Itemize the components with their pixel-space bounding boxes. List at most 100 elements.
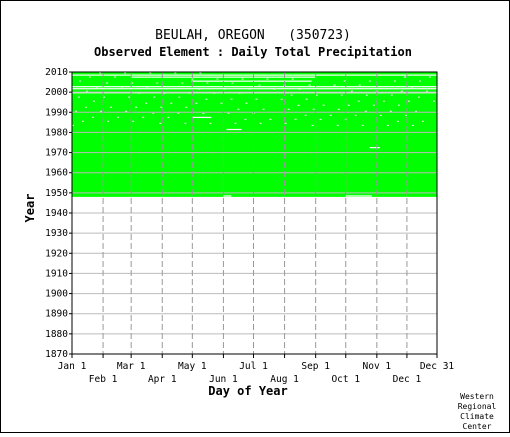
x-axis-ticks: Jan 1 Mar 1 May 1 Jul 1 Sep 1 Nov 1 Dec 31 Feb …	[58, 354, 454, 385]
missing-day	[93, 100, 96, 102]
missing-day	[390, 94, 393, 96]
missing-day	[350, 90, 353, 92]
missing-day	[184, 122, 187, 124]
missing-data-gap	[226, 128, 242, 131]
missing-day	[305, 98, 308, 100]
missing-day	[354, 114, 357, 116]
missing-day	[72, 124, 74, 126]
x-tick-label-upper: Mar 1	[117, 361, 146, 372]
missing-day	[231, 82, 234, 84]
missing-day	[414, 110, 417, 112]
chart-title: BEULAH, OREGON (350723)	[155, 28, 351, 43]
missing-day	[106, 82, 109, 84]
x-tick-label-upper: Jul 1	[239, 361, 268, 372]
missing-day	[411, 124, 414, 126]
missing-day	[82, 120, 85, 122]
observed-data-region	[72, 72, 437, 197]
missing-day	[315, 94, 318, 96]
missing-day	[241, 78, 244, 80]
missing-day	[181, 82, 184, 84]
missing-day	[421, 120, 424, 122]
y-tick-label: 1890	[45, 309, 68, 320]
missing-day	[287, 108, 290, 110]
missing-day	[294, 118, 297, 120]
missing-day	[244, 118, 247, 120]
credit-line-4: Center	[463, 422, 492, 431]
missing-day	[142, 116, 145, 118]
missing-day	[125, 110, 128, 112]
missing-day	[343, 80, 346, 82]
missing-day	[389, 110, 392, 112]
x-tick-label-lower: Dec 1	[393, 374, 422, 385]
y-tick-label: 1940	[45, 208, 68, 219]
missing-day	[308, 84, 311, 86]
missing-day	[404, 114, 407, 116]
y-tick-label: 1910	[45, 268, 68, 279]
credit-block: Western Regional Climate Center	[458, 392, 497, 431]
missing-year-band	[72, 92, 437, 94]
x-tick-label-lower: Apr 1	[148, 374, 177, 385]
missing-day	[237, 108, 240, 110]
missing-day	[386, 124, 389, 126]
missing-day	[357, 100, 360, 102]
missing-day	[146, 86, 149, 88]
missing-day	[432, 100, 435, 102]
missing-day	[276, 74, 279, 76]
missing-day	[206, 82, 209, 84]
missing-day	[329, 114, 332, 116]
missing-day	[128, 96, 131, 98]
missing-day	[167, 116, 170, 118]
missing-day	[382, 100, 385, 102]
x-tick-label-upper: May 1	[178, 361, 207, 372]
missing-day	[358, 84, 361, 86]
missing-day	[139, 76, 142, 78]
x-tick-label-lower: Oct 1	[331, 374, 360, 385]
data-layer	[72, 72, 438, 197]
missing-day	[92, 116, 95, 118]
missing-day	[135, 106, 138, 108]
y-tick-label: 1870	[45, 349, 68, 360]
missing-day	[185, 106, 188, 108]
missing-day	[85, 106, 88, 108]
y-tick-label: 1900	[45, 289, 68, 300]
x-tick-label-lower: Aug 1	[270, 374, 299, 385]
missing-day	[114, 76, 117, 78]
missing-day	[361, 124, 364, 126]
missing-day	[202, 112, 205, 114]
missing-day	[319, 118, 322, 120]
missing-day	[78, 96, 81, 98]
missing-day	[337, 108, 340, 110]
missing-day	[230, 98, 233, 100]
missing-day	[351, 74, 354, 76]
missing-day	[100, 110, 103, 112]
y-tick-label: 1950	[45, 188, 68, 199]
y-axis-label: Year	[23, 194, 37, 223]
missing-day	[304, 114, 307, 116]
missing-day	[336, 124, 339, 126]
missing-day	[178, 96, 181, 98]
missing-day	[393, 80, 396, 82]
missing-year-band	[72, 86, 437, 88]
missing-day	[117, 116, 120, 118]
missing-data-gap	[223, 195, 232, 197]
missing-day	[86, 90, 89, 92]
x-tick-label-lower: Feb 1	[89, 374, 118, 385]
missing-day	[258, 84, 261, 86]
missing-day	[209, 122, 212, 124]
x-axis-label: Day of Year	[208, 384, 287, 398]
missing-day	[301, 74, 304, 76]
missing-day	[425, 90, 428, 92]
missing-day	[297, 104, 300, 106]
missing-day	[266, 78, 269, 80]
missing-day	[403, 76, 406, 78]
missing-day	[188, 92, 191, 94]
missing-day	[322, 104, 325, 106]
missing-day	[364, 110, 367, 112]
missing-day	[199, 72, 202, 74]
missing-day	[160, 106, 163, 108]
missing-data-gap	[345, 195, 372, 197]
missing-day	[220, 102, 223, 104]
missing-day	[132, 120, 135, 122]
